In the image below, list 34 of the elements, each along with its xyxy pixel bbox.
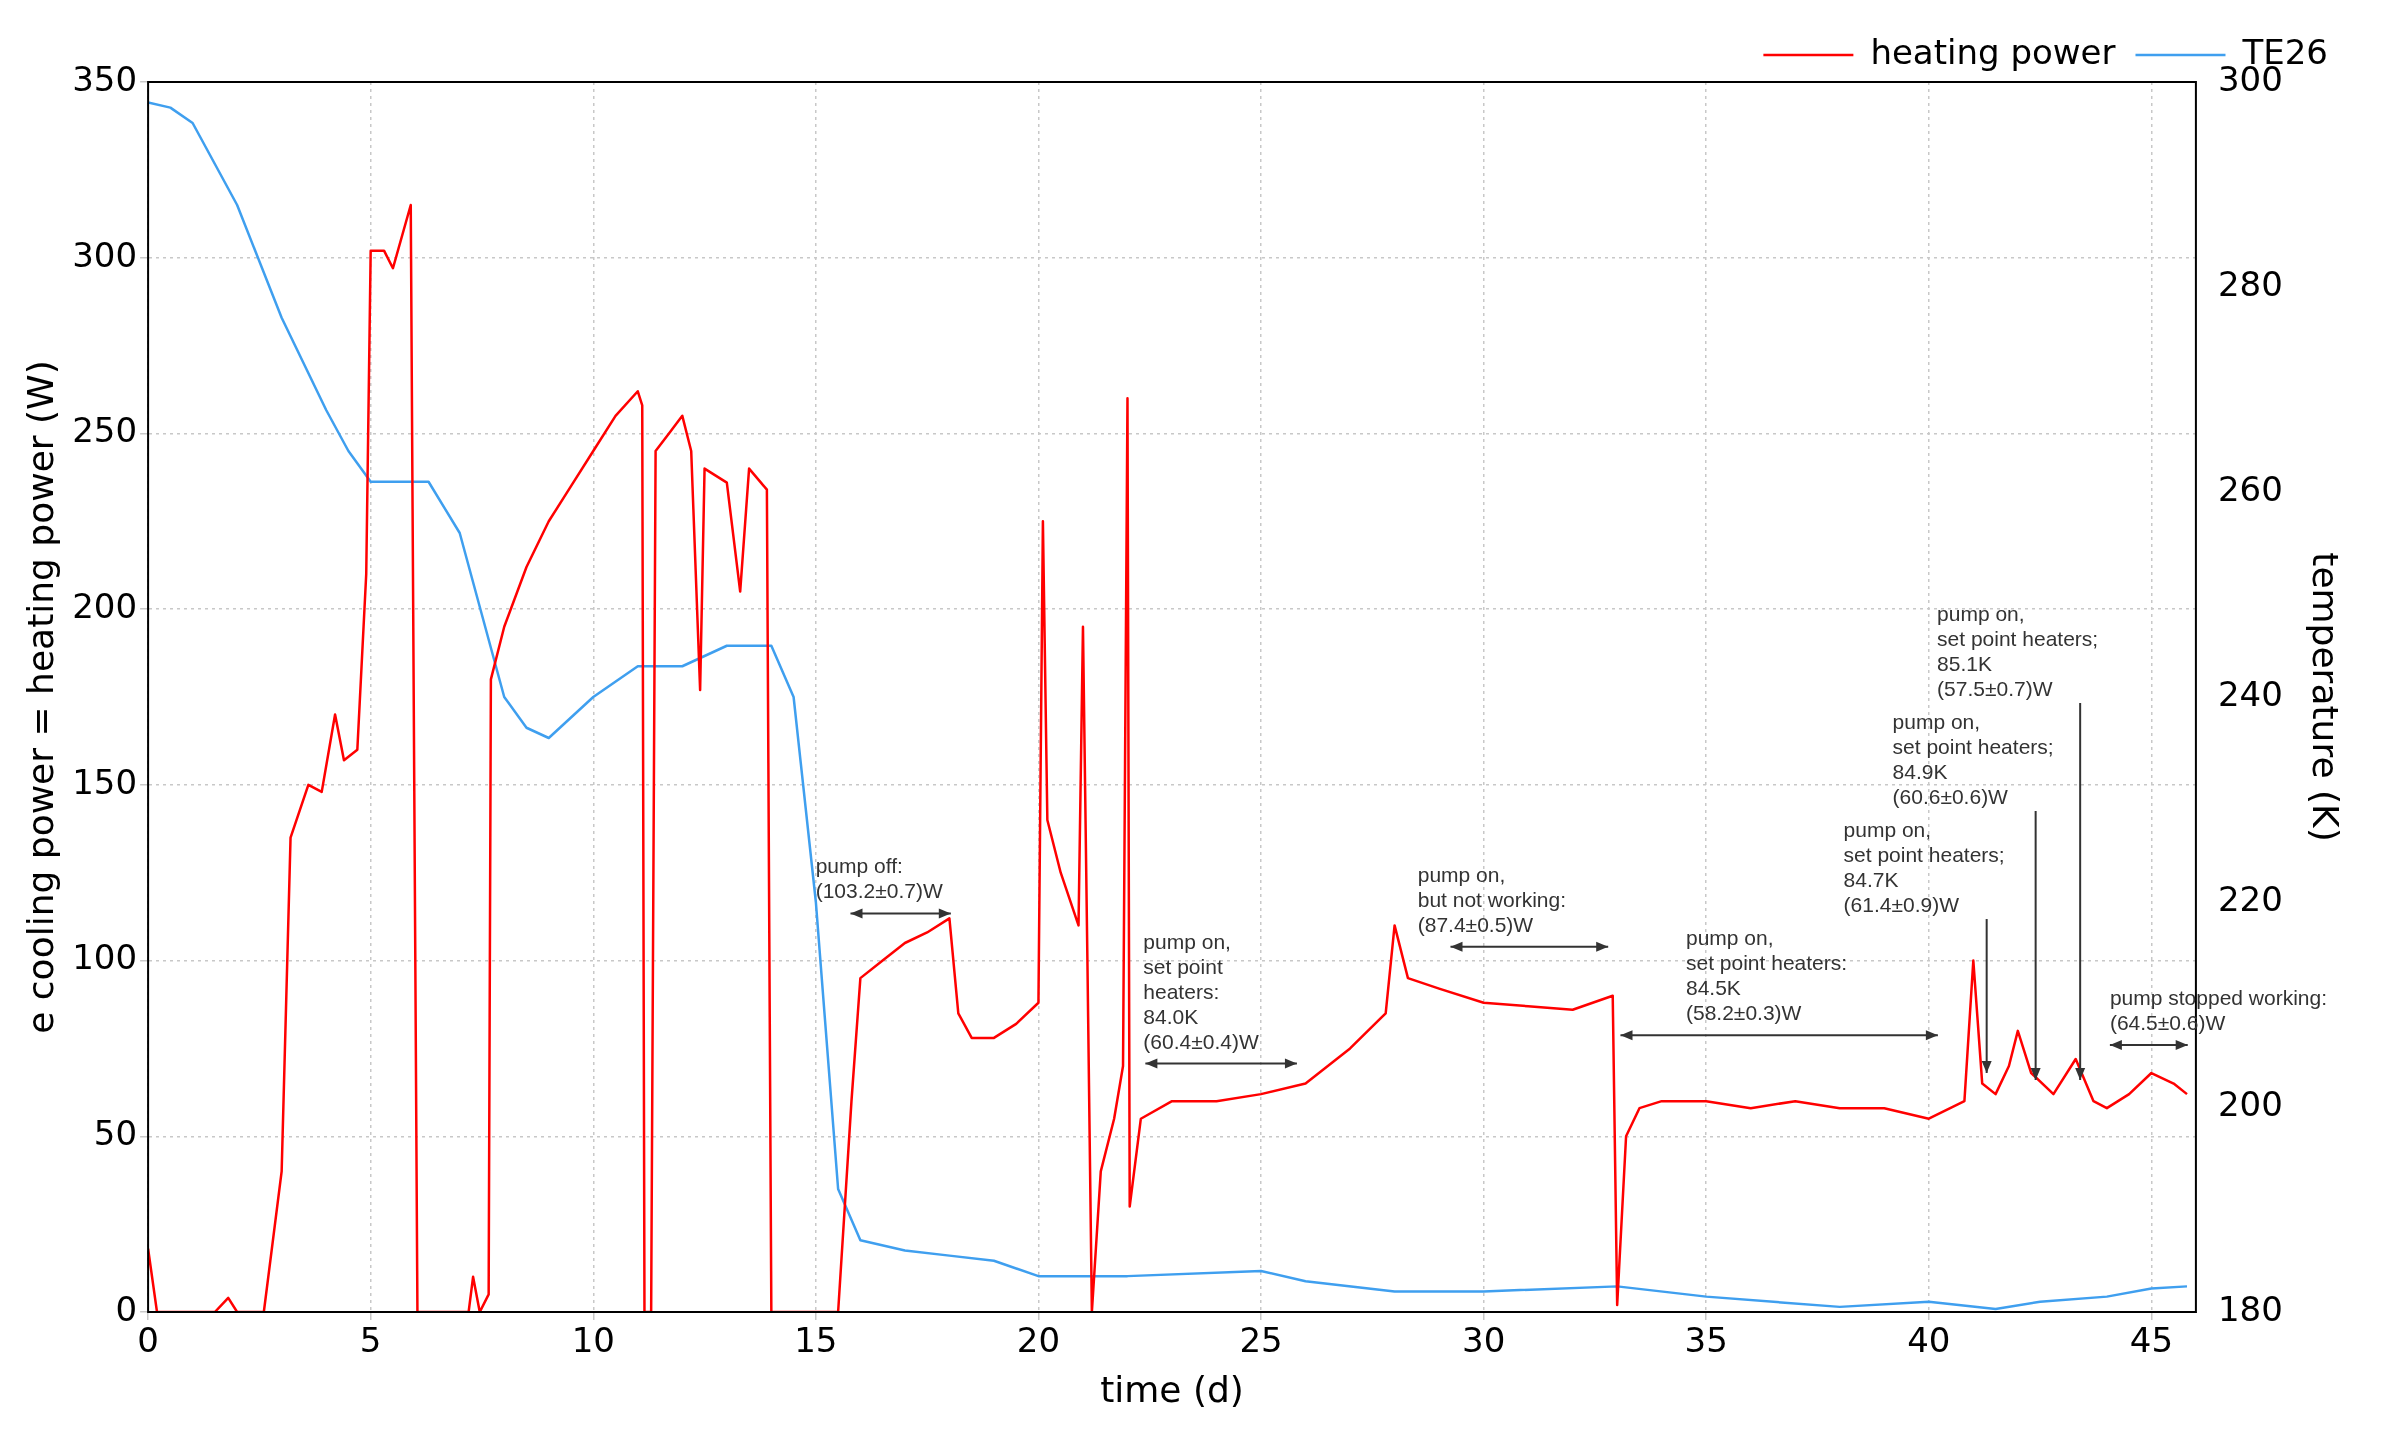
annotation: pump on, set point heaters; 85.1K (57.5±0.7)W [1937,602,2099,701]
x-tick-label: 10 [571,1320,615,1361]
x-axis-title: time (d) [1100,1368,1244,1410]
x-tick-label: 40 [1907,1320,1951,1361]
y-tick-label: 0 [115,1288,138,1329]
annotation: pump on, but not working: (87.4±0.5)W [1417,862,1566,936]
y-tick-label: 50 [93,1113,138,1154]
x-tick-label: 45 [2129,1320,2174,1361]
x-tick-label: 20 [1016,1320,1061,1361]
y-tick-label: 350 [72,58,138,99]
y-axis-title: e cooling power = heating power (W) [19,360,61,1034]
y2-tick-label: 200 [2217,1083,2283,1124]
y2-tick-label: 180 [2217,1288,2283,1329]
y-tick-label: 200 [72,585,138,626]
y2-tick-label: 220 [2217,878,2283,919]
y2-tick-label: 280 [2217,263,2283,304]
legend-label: heating power [1870,31,2116,72]
annotation: pump on, set point heaters; 84.9K (60.6±0.6)W [1892,710,2054,809]
y-tick-label: 100 [72,937,138,978]
y-tick-label: 300 [72,234,138,275]
y2-axis-title: temperature (K) [2305,552,2347,842]
y2-tick-label: 240 [2217,673,2283,714]
x-tick-label: 35 [1684,1320,1728,1361]
annotation: pump on, set point heaters: 84.0K (60.4±0.4)W [1143,929,1259,1053]
x-tick-label: 30 [1461,1320,1506,1361]
annotation: pump on, set point heaters; 84.7K (61.4±0.9)W [1843,818,2005,917]
y-tick-label: 250 [72,410,138,451]
y-tick-label: 150 [72,761,138,802]
x-tick-label: 25 [1239,1320,1283,1361]
y2-tick-label: 260 [2217,468,2283,509]
x-tick-label: 15 [794,1320,838,1361]
annotation: pump off: (103.2±0.7)W [815,854,943,903]
annotation: pump on, set point heaters: 84.5K (58.2±0.3)W [1686,926,1848,1025]
x-tick-label: 5 [359,1320,382,1361]
